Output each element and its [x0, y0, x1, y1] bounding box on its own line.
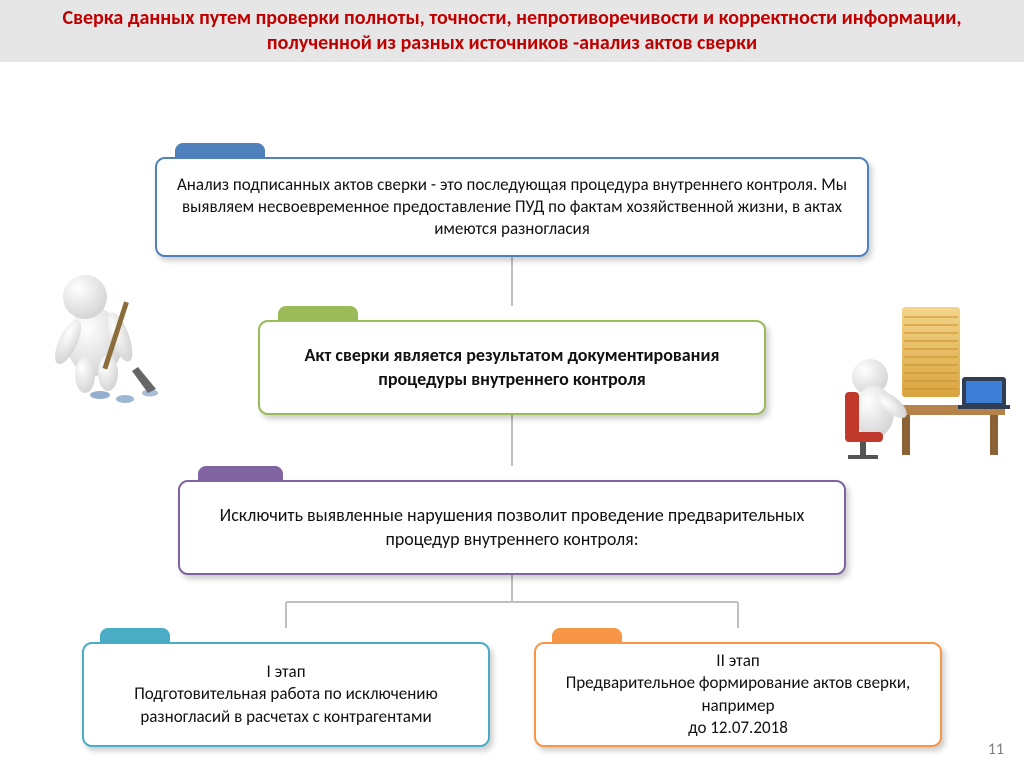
- connector-2: [511, 575, 513, 602]
- connector-3: [286, 601, 738, 603]
- node-n1: Анализ подписанных актов сверки - это по…: [155, 157, 869, 257]
- node-n2: Акт сверки является результатом документ…: [258, 320, 766, 415]
- node-text-n1: Анализ подписанных актов сверки - это по…: [175, 174, 849, 240]
- decor-figure-left: [30, 247, 200, 407]
- node-text-n3: Исключить выявленные нарушения позволит …: [198, 504, 826, 551]
- connector-0: [511, 257, 513, 306]
- page-number: 11: [988, 740, 1004, 759]
- node-n3: Исключить выявленные нарушения позволит …: [178, 480, 846, 575]
- node-n4: I этап Подготовительная работа по исключ…: [82, 642, 490, 747]
- connector-1: [511, 415, 513, 466]
- node-n5: II этап Предварительное формирование акт…: [534, 642, 942, 747]
- diagram-area: Анализ подписанных актов сверки - это по…: [0, 62, 1024, 759]
- node-text-n4: I этап Подготовительная работа по исключ…: [102, 661, 470, 727]
- slide-title: Сверка данных путем проверки полноты, то…: [63, 6, 962, 55]
- decor-figure-right: [840, 297, 1015, 472]
- connector-4: [285, 602, 287, 628]
- title-bar: Сверка данных путем проверки полноты, то…: [0, 0, 1024, 62]
- node-text-n5: II этап Предварительное формирование акт…: [554, 650, 922, 738]
- node-text-n2: Акт сверки является результатом документ…: [278, 344, 746, 391]
- connector-5: [737, 602, 739, 628]
